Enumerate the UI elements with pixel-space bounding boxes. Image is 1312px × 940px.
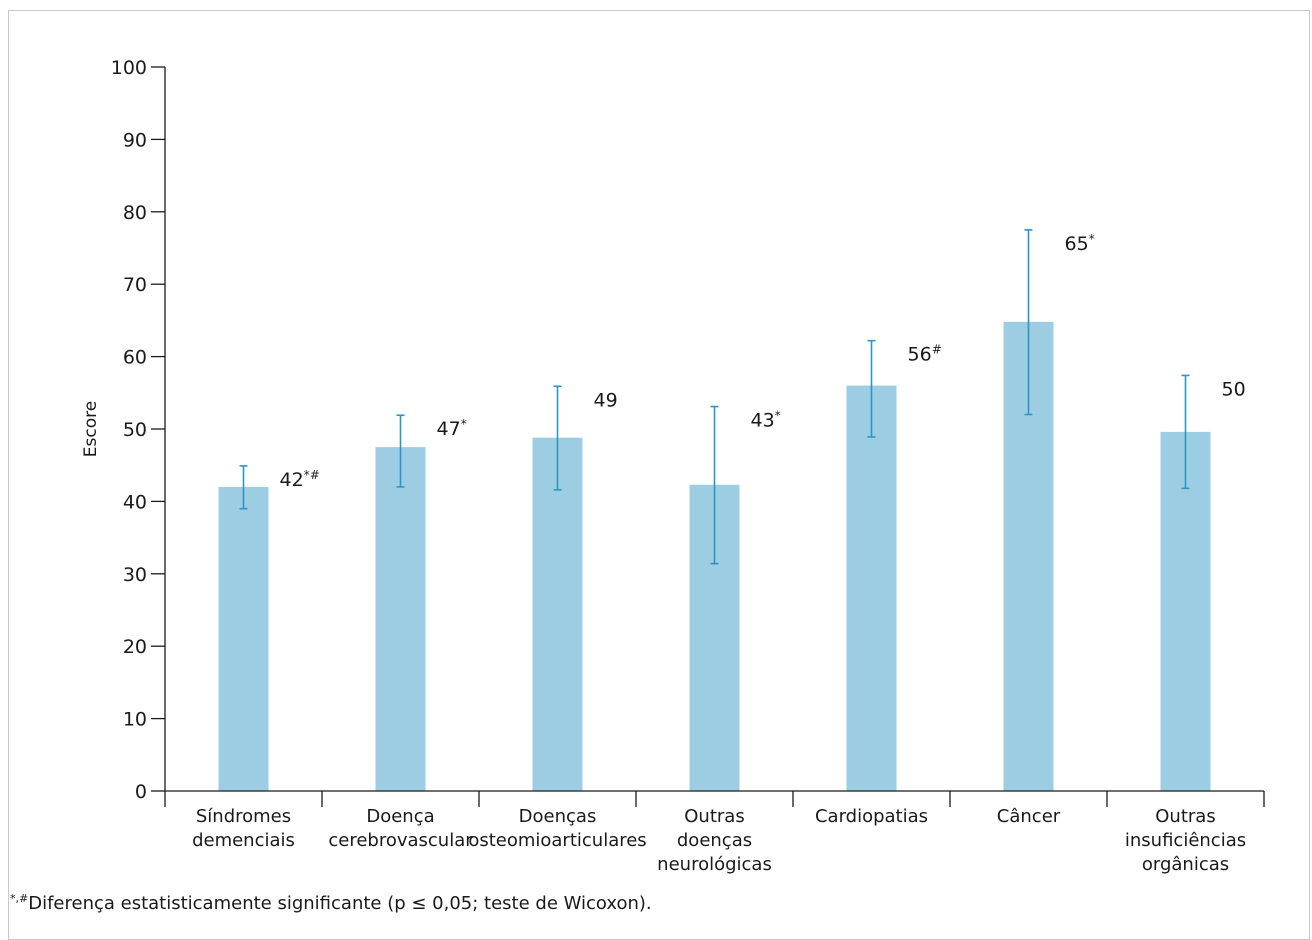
bar-2 [375,447,426,791]
data-label-5: 56# [908,343,942,366]
category-label-4: Outras doenças neurológicas [657,806,772,875]
data-label-3: 49 [594,389,618,411]
y-tick-label-60: 60 [123,347,147,369]
y-tick-label-90: 90 [123,129,147,151]
data-label-6: 65* [1065,232,1095,255]
y-tick-label-20: 20 [123,636,147,658]
y-tick-label-40: 40 [123,491,147,513]
data-label-4: 43* [751,409,781,432]
category-label-1: Síndromes demenciais [192,806,295,851]
bar-5 [846,385,897,791]
category-label-7: Outras insuficiências orgânicas [1125,806,1246,875]
y-tick-label-80: 80 [123,202,147,224]
category-label-2: Doença cerebrovascular [328,806,473,851]
y-tick-label-70: 70 [123,274,147,296]
y-tick-label-100: 100 [111,57,147,79]
category-label-3: Doenças osteomioarticulares [468,806,646,851]
data-label-1: 42*# [280,468,320,491]
footnote-text: Diferença estatisticamente significante … [28,893,652,914]
bar-1 [218,486,269,791]
y-tick-label-0: 0 [135,781,147,803]
category-label-5: Cardiopatias [815,806,928,827]
data-label-2: 47* [437,417,467,440]
y-tick-label-50: 50 [123,419,147,441]
bar-7 [1160,431,1211,791]
data-label-7: 50 [1222,378,1246,400]
y-tick-label-30: 30 [123,564,147,586]
footnote-marks: *,# [10,892,29,905]
footnote: *,#Diferença estatisticamente significan… [10,892,652,914]
category-label-6: Câncer [997,806,1061,827]
bar-chart: 42*# 47* 49 43* 56# 65* 50 0 10 20 30 40 50 60 70 80 90 1… [81,57,1265,875]
y-axis-title: Escore [81,401,101,457]
bar-3 [532,437,583,791]
y-tick-label-10: 10 [123,709,147,731]
